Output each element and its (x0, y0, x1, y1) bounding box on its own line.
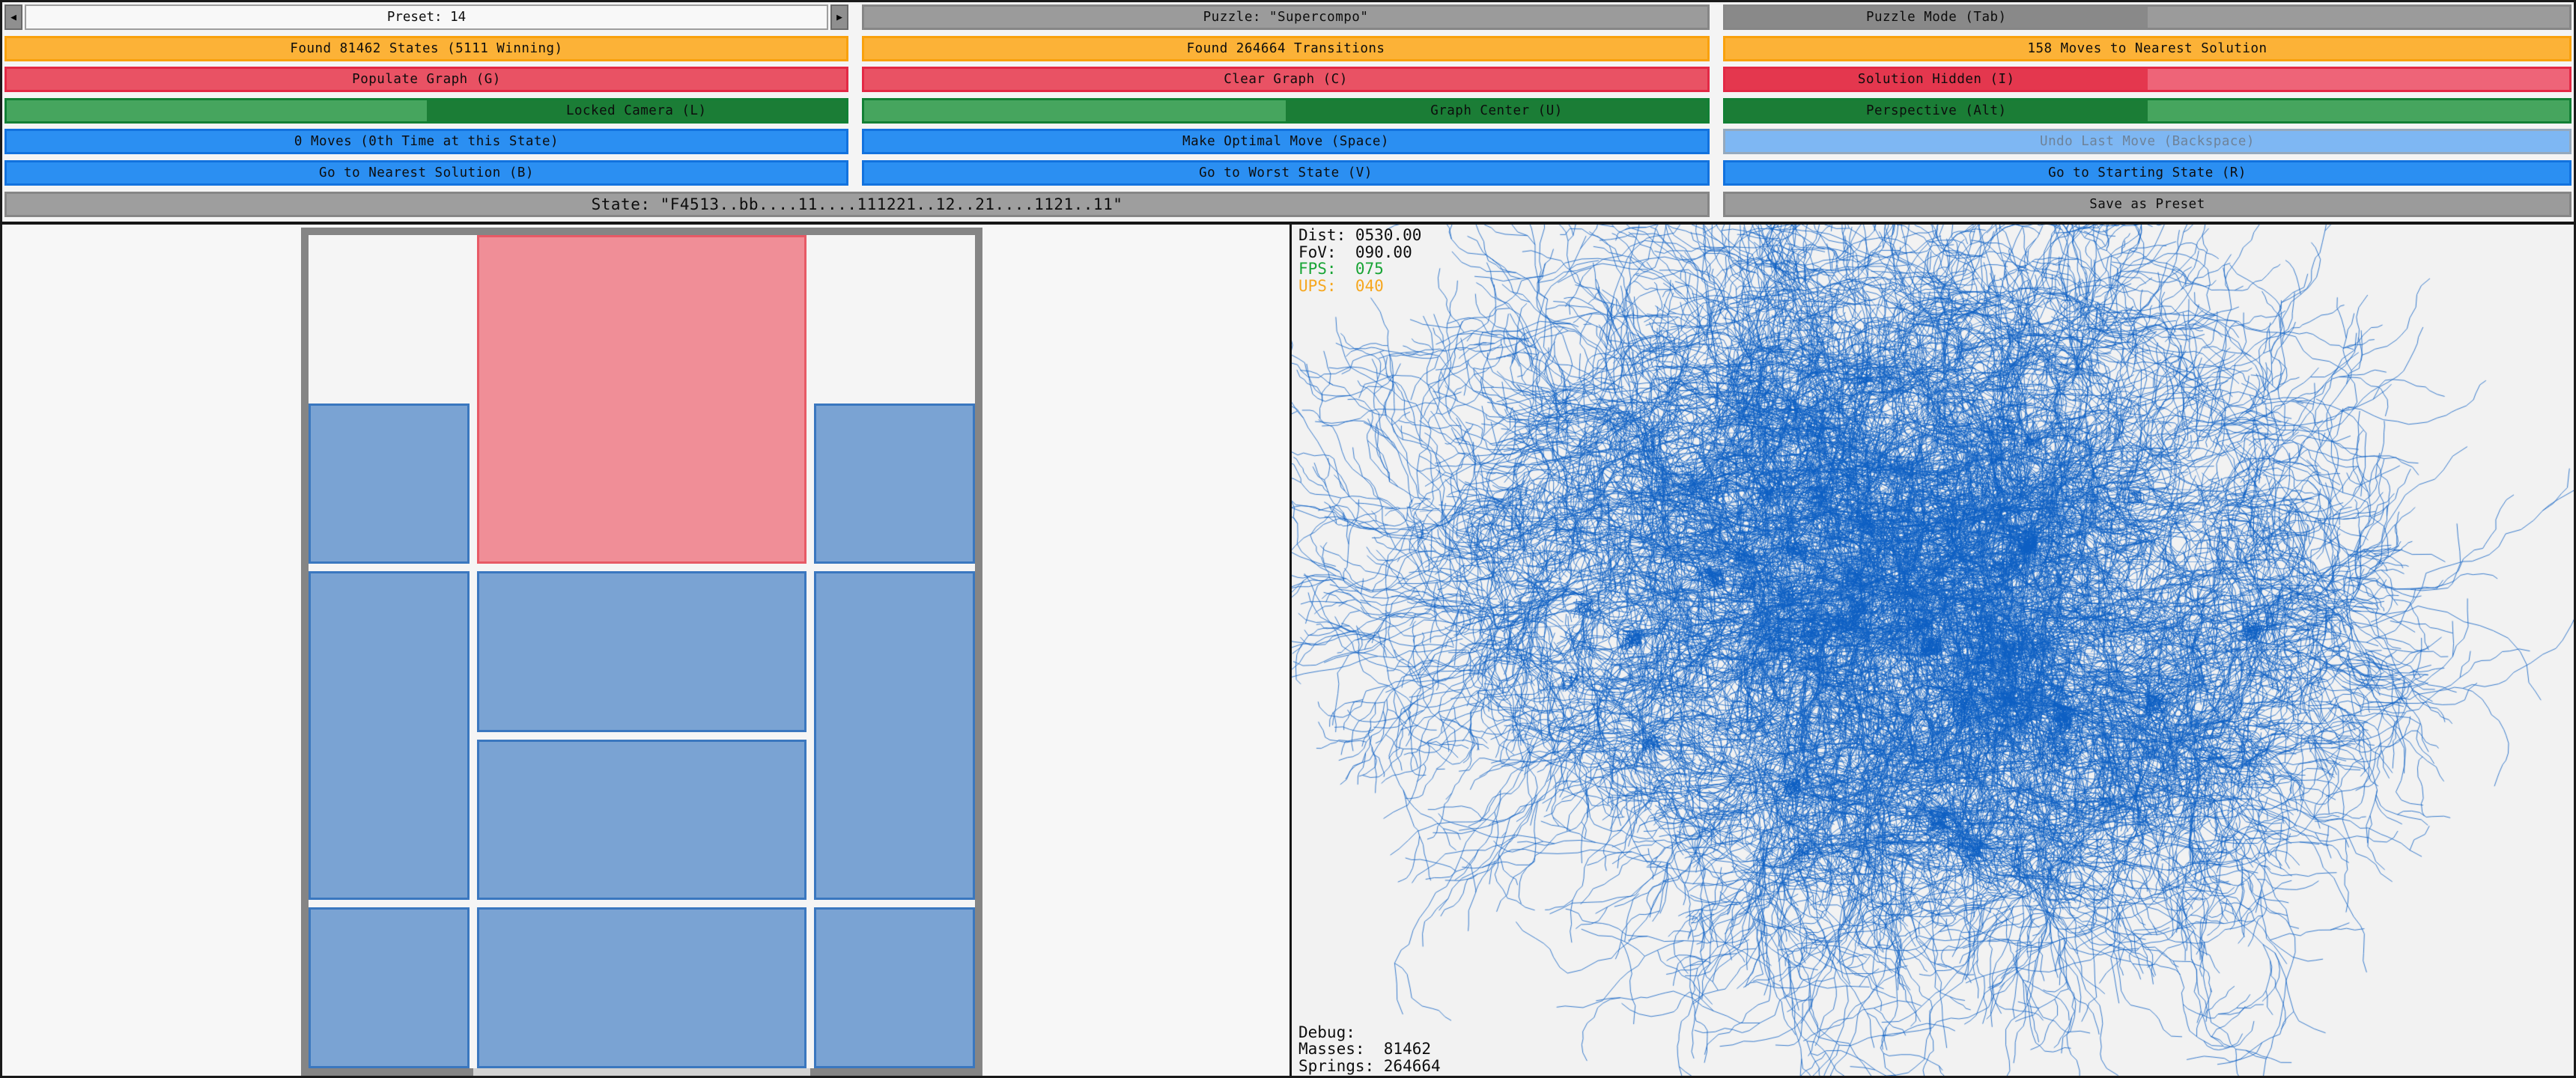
toolbar-content-divider (0, 222, 2576, 225)
state-graph-canvas[interactable] (1292, 225, 2574, 1076)
hud-fov: FoV: 090.00 (1298, 243, 1412, 261)
puzzle-piece-block[interactable] (477, 571, 806, 732)
locked-camera-label: Locked Camera (L) (565, 103, 707, 118)
clear-graph-label: Clear Graph (C) (1224, 72, 1348, 88)
puzzle-mode-active-half (1725, 7, 2148, 28)
perspective-toggle[interactable]: Perspective (Alt) (1723, 97, 2572, 124)
puzzle-mode-toggle[interactable]: Puzzle Mode (Tab) (1723, 4, 2572, 30)
puzzle-piece-target[interactable] (477, 235, 806, 564)
state-string-display: State: "F4513..bb....11....111221..12..2… (4, 191, 1710, 217)
go-worst-state-label: Go to Worst State (V) (1199, 165, 1373, 180)
make-optimal-move-label: Make Optimal Move (Space) (1182, 134, 1389, 150)
undo-last-move-label: Undo Last Move (Backspace) (2040, 134, 2255, 150)
solution-hidden-label: Solution Hidden (I) (1857, 72, 2015, 88)
move-count-label: 0 Moves (0th Time at this State) (294, 134, 559, 150)
preset-next-button[interactable]: ▶ (830, 4, 848, 30)
puzzle-piece-block[interactable] (309, 403, 470, 564)
debug-masses: Masses: 81462 (1298, 1040, 1432, 1058)
perspective-label: Perspective (Alt) (1865, 103, 2007, 118)
go-worst-state-button[interactable]: Go to Worst State (V) (862, 159, 1710, 186)
toolbar: ◀ Preset: 14 ▶ Puzzle: "Supercompo" Puzz… (4, 4, 2572, 222)
preset-selector: ◀ Preset: 14 ▶ (4, 4, 848, 30)
populate-graph-label: Populate Graph (G) (352, 72, 501, 88)
populate-graph-button[interactable]: Populate Graph (G) (4, 67, 848, 93)
toolbar-row-2: Found 81462 States (5111 Winning) Found … (4, 35, 2572, 61)
locked-camera-toggle[interactable]: Locked Camera (L) (4, 97, 848, 124)
go-starting-state-label: Go to Starting State (R) (2048, 165, 2247, 180)
go-nearest-solution-button[interactable]: Go to Nearest Solution (B) (4, 159, 848, 186)
toolbar-row-4: Locked Camera (L) Graph Center (U) Persp… (4, 97, 2572, 124)
puzzle-piece-block[interactable] (477, 739, 806, 901)
moves-to-solution-label: 158 Moves to Nearest Solution (2027, 40, 2267, 56)
move-count-button[interactable]: 0 Moves (0th Time at this State) (4, 129, 848, 155)
moves-to-solution-button[interactable]: 158 Moves to Nearest Solution (1723, 35, 2572, 61)
debug-springs: Springs: 264664 (1298, 1056, 1441, 1075)
puzzle-piece-block[interactable] (814, 571, 975, 901)
solution-hidden-active-half (1725, 69, 2148, 91)
toolbar-row-1: ◀ Preset: 14 ▶ Puzzle: "Supercompo" Puzz… (4, 4, 2572, 30)
hud-ups: UPS: 040 (1298, 276, 1384, 295)
puzzle-name-display: Puzzle: "Supercompo" (862, 4, 1710, 30)
board-exit-gap (473, 1068, 810, 1076)
hud-overlay: Dist: 0530.00 FoV: 090.00 FPS: 075 UPS: … (1298, 227, 1421, 294)
make-optimal-move-button[interactable]: Make Optimal Move (Space) (862, 129, 1710, 155)
right-arrow-icon: ▶ (836, 11, 842, 23)
puzzle-piece-block[interactable] (477, 907, 806, 1068)
hud-dist: Dist: 0530.00 (1298, 226, 1422, 244)
preset-field: Preset: 14 (25, 4, 828, 30)
puzzle-panel (0, 225, 1289, 1078)
found-transitions-button[interactable]: Found 264664 Transitions (862, 35, 1710, 61)
graph-center-active-half (1286, 100, 1707, 121)
undo-last-move-button[interactable]: Undo Last Move (Backspace) (1723, 129, 2572, 155)
puzzle-piece-block[interactable] (814, 907, 975, 1068)
go-nearest-solution-label: Go to Nearest Solution (B) (319, 165, 534, 180)
perspective-active-half (1725, 100, 2148, 121)
toolbar-row-6: Go to Nearest Solution (B) Go to Worst S… (4, 159, 2572, 186)
found-states-button[interactable]: Found 81462 States (5111 Winning) (4, 35, 848, 61)
locked-camera-active-half (426, 100, 846, 121)
found-transitions-label: Found 264664 Transitions (1186, 40, 1385, 56)
puzzle-name-label: Puzzle: "Supercompo" (1203, 10, 1369, 25)
save-as-preset-label: Save as Preset (2089, 196, 2205, 212)
go-starting-state-button[interactable]: Go to Starting State (R) (1723, 159, 2572, 186)
graph-center-toggle[interactable]: Graph Center (U) (862, 97, 1710, 124)
toolbar-row-7: State: "F4513..bb....11....111221..12..2… (4, 191, 2572, 217)
puzzle-board (301, 228, 982, 1076)
panel-divider (1289, 225, 1292, 1078)
preset-value: Preset: 14 (386, 10, 467, 25)
hud-fps: FPS: 075 (1298, 260, 1384, 278)
save-as-preset-button[interactable]: Save as Preset (1723, 191, 2572, 217)
found-states-label: Found 81462 States (5111 Winning) (290, 40, 563, 56)
puzzle-mode-label: Puzzle Mode (Tab) (1865, 10, 2007, 25)
preset-prev-button[interactable]: ◀ (4, 4, 22, 30)
toolbar-row-5: 0 Moves (0th Time at this State) Make Op… (4, 129, 2572, 155)
toolbar-row-3: Populate Graph (G) Clear Graph (C) Solut… (4, 67, 2572, 93)
clear-graph-button[interactable]: Clear Graph (C) (862, 67, 1710, 93)
debug-title: Debug: (1298, 1023, 1355, 1041)
debug-overlay: Debug: Masses: 81462 Springs: 264664 (1298, 1023, 1441, 1075)
puzzle-piece-block[interactable] (814, 403, 975, 564)
puzzle-piece-block[interactable] (309, 907, 470, 1068)
graph-panel: Dist: 0530.00 FoV: 090.00 FPS: 075 UPS: … (1292, 225, 2576, 1078)
left-arrow-icon: ◀ (10, 11, 16, 23)
puzzle-piece-block[interactable] (309, 571, 470, 901)
state-string-value: State: "F4513..bb....11....111221..12..2… (591, 195, 1123, 213)
graph-center-label: Graph Center (U) (1430, 103, 1563, 118)
solution-hidden-toggle[interactable]: Solution Hidden (I) (1723, 67, 2572, 93)
